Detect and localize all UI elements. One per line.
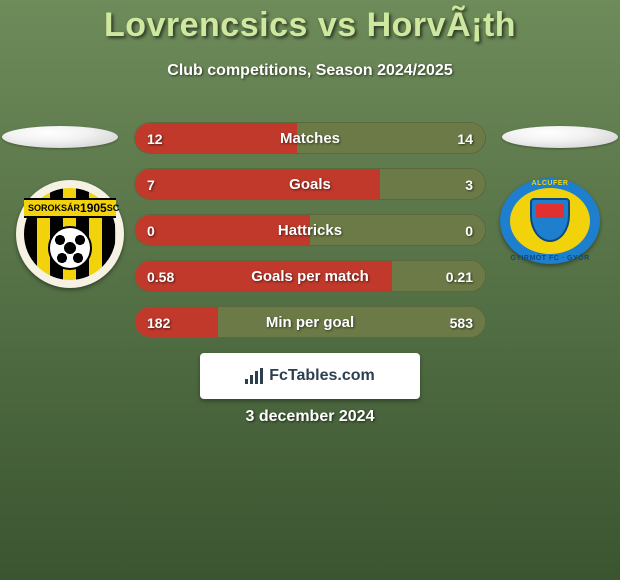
crest-left-year: 1905 bbox=[80, 201, 107, 215]
stat-rows: 1214Matches 73Goals 00Hattricks 0.580.21Goa… bbox=[134, 122, 486, 352]
stat-row: 0.580.21Goals per match bbox=[134, 260, 486, 292]
subheadline: Club competitions, Season 2024/2025 bbox=[0, 62, 620, 80]
club-crest-right: ALCUFER GYIRMÓT FC · GYŐR bbox=[500, 178, 600, 264]
stat-label: Matches bbox=[135, 123, 485, 154]
player-photo-placeholder-left bbox=[2, 126, 118, 148]
club-crest-left: SOROKSÁR 1905 SC bbox=[16, 180, 124, 288]
stat-row: 73Goals bbox=[134, 168, 486, 200]
crest-left-word-left: SOROKSÁR bbox=[28, 203, 80, 213]
stat-label: Min per goal bbox=[135, 307, 485, 338]
stat-label: Goals per match bbox=[135, 261, 485, 292]
player-photo-placeholder-right bbox=[502, 126, 618, 148]
comparison-infographic: Lovrencsics vs HorvÃ¡th Club competition… bbox=[0, 0, 620, 580]
stat-row: 1214Matches bbox=[134, 122, 486, 154]
bar-chart-icon bbox=[245, 368, 263, 384]
date-caption: 3 december 2024 bbox=[0, 408, 620, 426]
stat-label: Hattricks bbox=[135, 215, 485, 246]
brand-text: FcTables.com bbox=[269, 367, 375, 385]
crest-left-word-right: SC bbox=[107, 203, 120, 213]
crest-right-bottom-text: GYIRMÓT FC · GYŐR bbox=[500, 255, 600, 262]
stat-row: 182583Min per goal bbox=[134, 306, 486, 338]
crest-right-top-text: ALCUFER bbox=[500, 180, 600, 187]
stat-row: 00Hattricks bbox=[134, 214, 486, 246]
stat-label: Goals bbox=[135, 169, 485, 200]
soccer-ball-icon bbox=[48, 226, 92, 270]
brand-badge: FcTables.com bbox=[200, 353, 420, 399]
headline: Lovrencsics vs HorvÃ¡th bbox=[0, 6, 620, 45]
